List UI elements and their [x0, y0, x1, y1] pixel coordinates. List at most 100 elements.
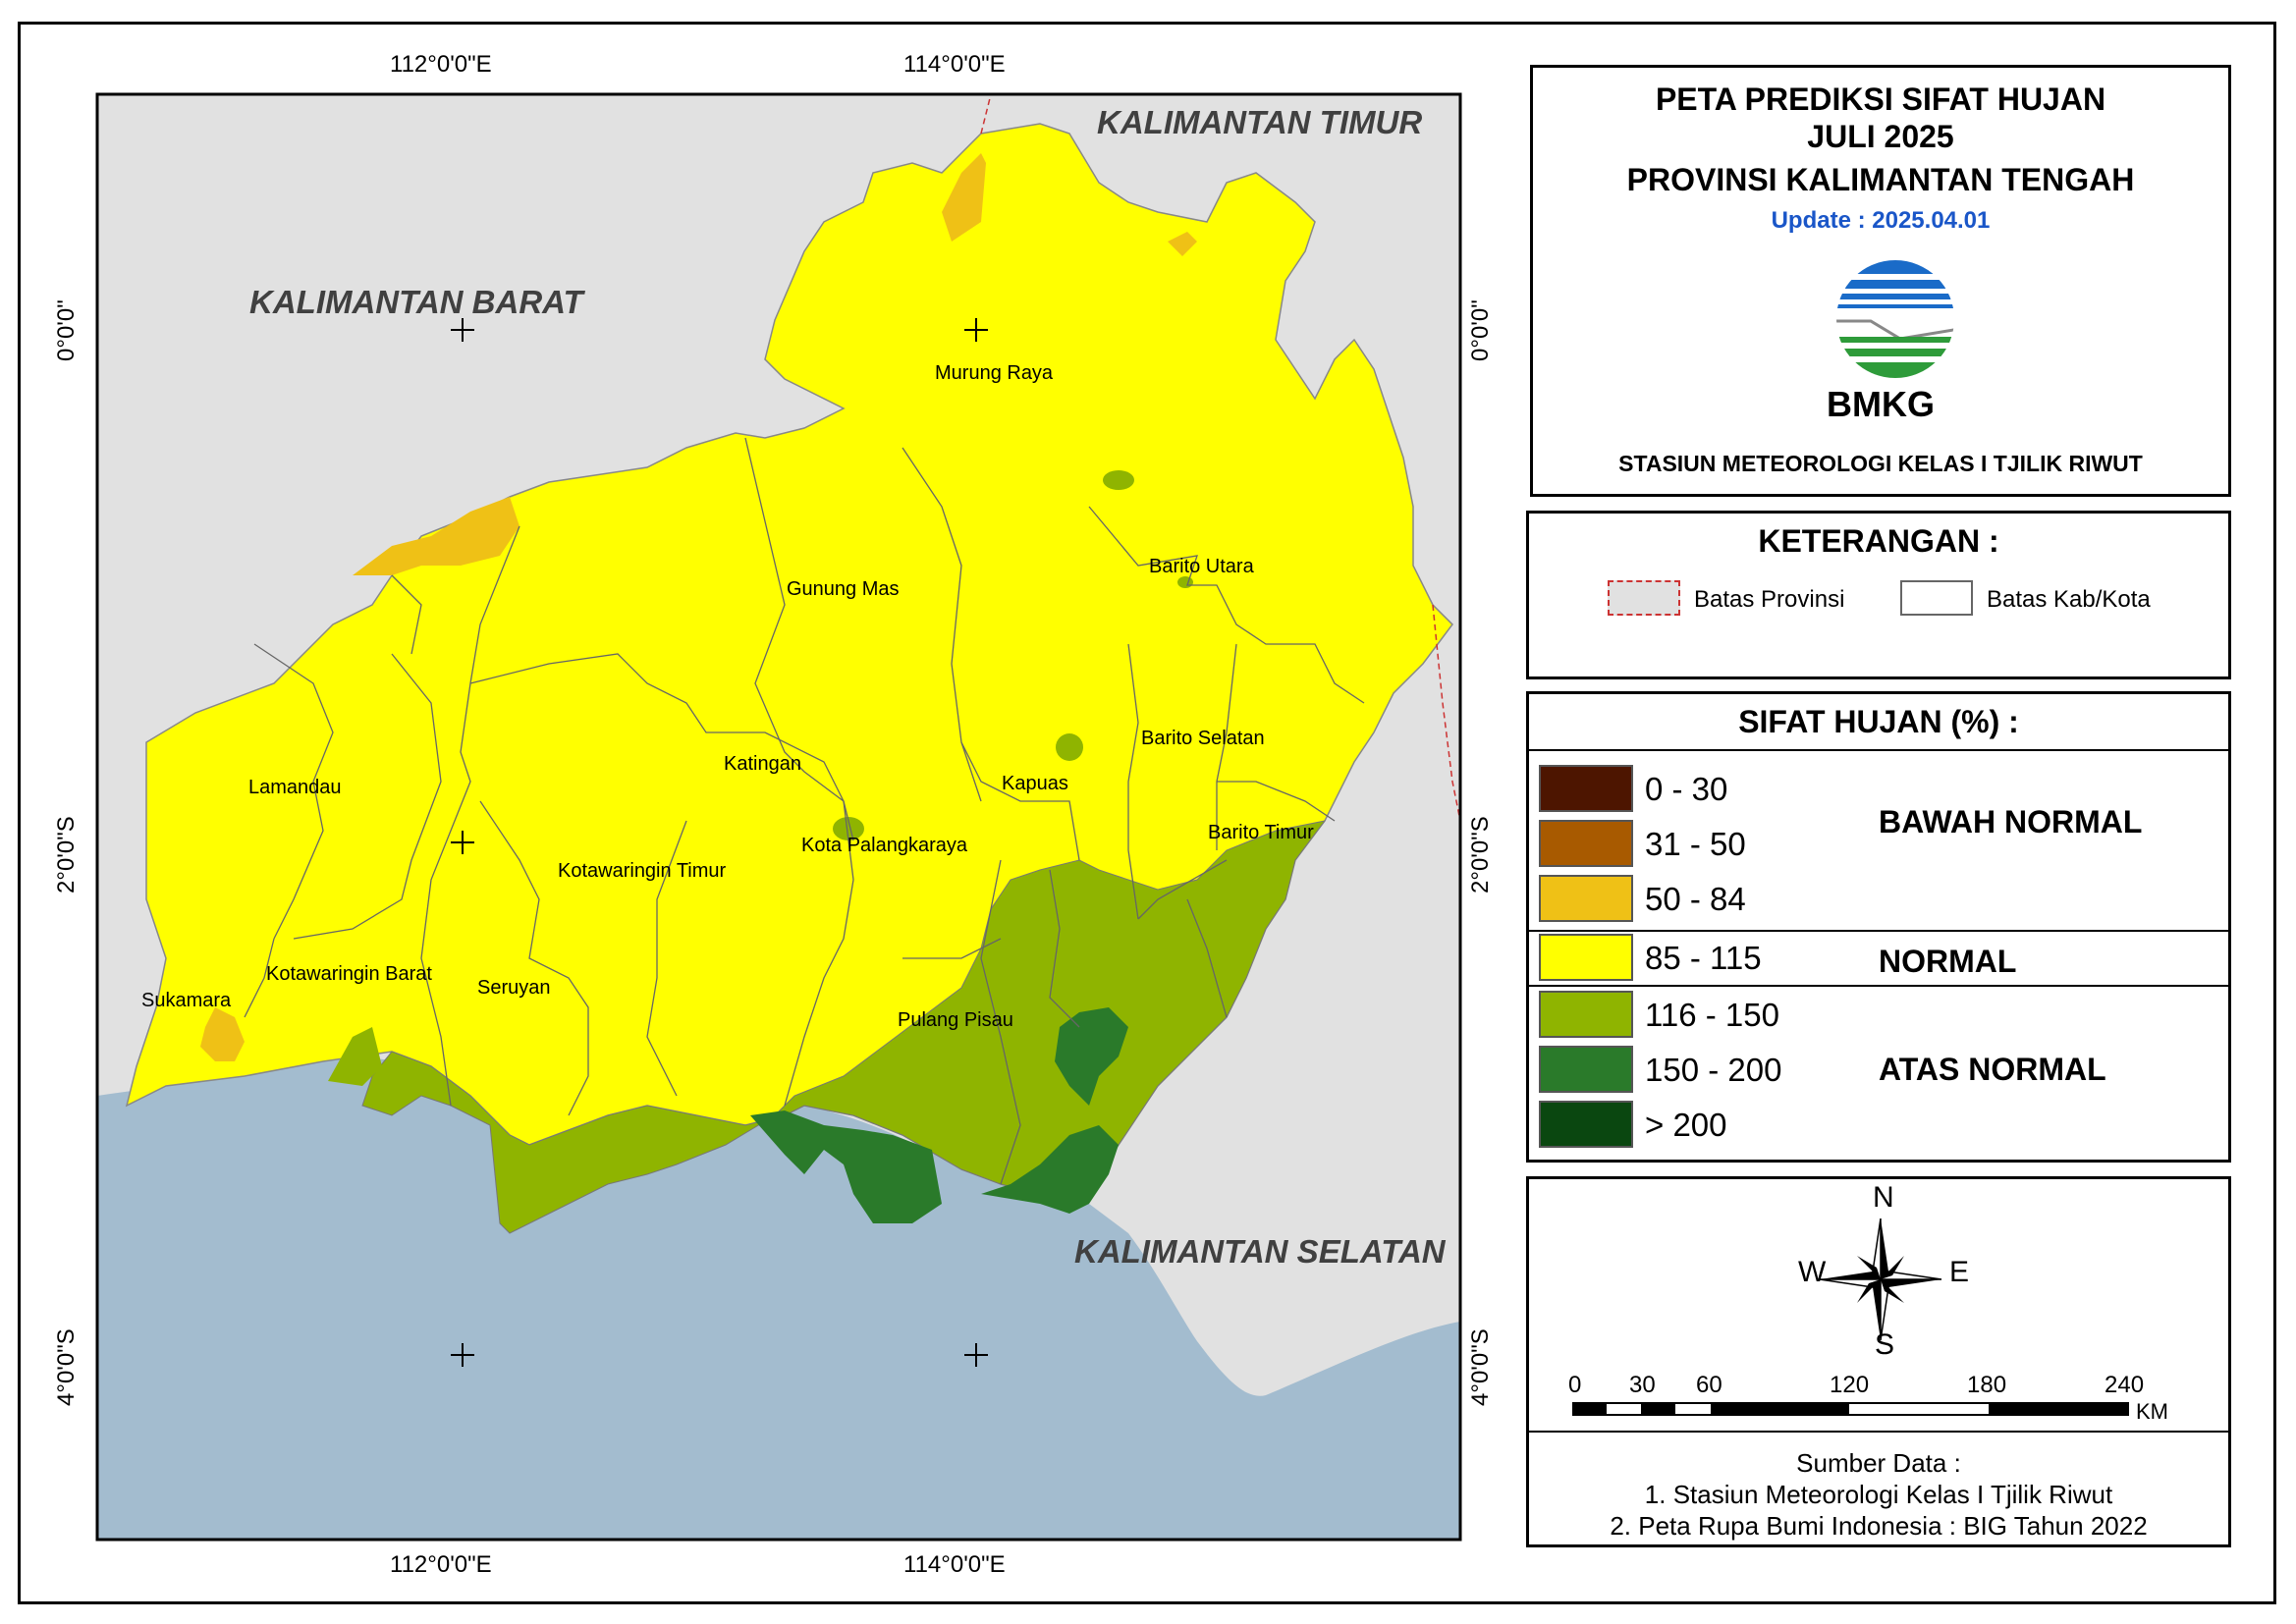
coord-right-2s: 2°0'0"S — [1467, 816, 1494, 893]
coord-right-4s: 4°0'0"S — [1467, 1328, 1494, 1406]
coord-bottom-112e: 112°0'0"E — [390, 1551, 492, 1578]
scale-tick-180: 180 — [1967, 1372, 2007, 1398]
zone-150-200-b — [981, 1125, 1119, 1214]
coord-left-4s: 4°0'0"S — [53, 1328, 80, 1406]
regency-boundaries — [244, 437, 1365, 1185]
legend-swatch-150-200 — [1539, 1046, 1633, 1093]
zone-116-150-west — [328, 1027, 382, 1086]
label-barito-utara: Barito Utara — [1149, 556, 1255, 577]
legend-divider-1 — [1529, 930, 2228, 932]
source-line-1: 1. Stasiun Meteorologi Kelas I Tjilik Ri… — [1644, 1480, 2113, 1509]
coord-left-0: 0°0'0" — [53, 299, 80, 361]
legend-divider-2 — [1529, 985, 2228, 987]
legend-label-200: > 200 — [1645, 1107, 1727, 1143]
info-divider — [1529, 1431, 2228, 1433]
category-bawah-normal: BAWAH NORMAL — [1879, 804, 2143, 839]
scale-unit: KM — [2136, 1399, 2168, 1424]
legend-divider-top — [1529, 749, 2228, 751]
legend-swatch-0-30 — [1539, 765, 1633, 812]
zone-150-200-a — [750, 1110, 942, 1223]
keterangan-panel: KETERANGAN : Batas Provinsi Batas Kab/Ko… — [1526, 511, 2231, 679]
legend-label-31-50: 31 - 50 — [1645, 826, 1746, 862]
label-gunung-mas: Gunung Mas — [787, 578, 900, 600]
label-barito-selatan: Barito Selatan — [1141, 728, 1265, 749]
coord-bottom-114e: 114°0'0"E — [903, 1551, 1006, 1578]
legend-swatch-50-84 — [1539, 875, 1633, 922]
legend-label-116-150: 116 - 150 — [1645, 997, 1779, 1033]
label-kaltim: KALIMANTAN TIMUR — [1097, 104, 1422, 140]
legend-swatch-200 — [1539, 1101, 1633, 1148]
label-kotawaringin-barat: Kotawaringin Barat — [266, 963, 432, 985]
scale-tick-240: 240 — [2105, 1372, 2145, 1398]
north-arrow-icon — [1819, 1218, 1942, 1341]
batas-provinsi-label: Batas Provinsi — [1694, 586, 1845, 613]
label-sukamara: Sukamara — [141, 990, 232, 1011]
spot-green-3 — [833, 817, 864, 840]
map-frame — [18, 22, 2276, 1604]
compass-s: S — [1875, 1328, 1895, 1361]
coord-top-114e: 114°0'0"E — [903, 51, 1006, 78]
zone-50-84-west — [353, 497, 519, 575]
province-border — [980, 93, 1461, 822]
legend-label-50-84: 50 - 84 — [1645, 881, 1746, 917]
update-date: Update : 2025.04.01 — [1771, 207, 1991, 234]
grid-crosses — [451, 318, 988, 1367]
category-normal: NORMAL — [1879, 944, 2017, 979]
info-panel: N S E W 0 30 60 120 180 240 KM Sumber Da… — [1526, 1176, 2231, 1547]
legend-title: SIFAT HUJAN (%) : — [1738, 704, 2019, 739]
scale-tick-60: 60 — [1696, 1372, 1722, 1398]
coord-top-112e: 112°0'0"E — [390, 51, 492, 78]
label-kalsel: KALIMANTAN SELATAN — [1074, 1233, 1447, 1270]
zone-50-84-north — [942, 153, 986, 242]
title-line-1: PETA PREDIKSI SIFAT HUJAN — [1655, 81, 2106, 117]
legend-swatch-116-150 — [1539, 991, 1633, 1038]
bmkg-logo-icon — [1836, 260, 1954, 378]
batas-provinsi-swatch — [1608, 580, 1680, 616]
bmkg-logo-text: BMKG — [1827, 384, 1935, 424]
title-panel: PETA PREDIKSI SIFAT HUJAN JULI 2025 PROV… — [1530, 65, 2231, 497]
map-border — [95, 92, 1462, 1542]
coord-left-2s: 2°0'0"S — [53, 816, 80, 893]
sea-area — [97, 1057, 1460, 1540]
spot-green-2 — [1056, 733, 1083, 761]
compass-n: N — [1873, 1181, 1894, 1214]
label-barito-timur: Barito Timur — [1208, 822, 1314, 843]
compass-e: E — [1949, 1256, 1970, 1288]
label-lamandau: Lamandau — [248, 777, 342, 798]
compass-w: W — [1798, 1256, 1827, 1288]
legend-swatch-85-115 — [1539, 934, 1633, 981]
keterangan-title: KETERANGAN : — [1758, 523, 1999, 559]
source-line-2: 2. Peta Rupa Bumi Indonesia : BIG Tahun … — [1610, 1511, 2148, 1541]
station-name: STASIUN METEOROLOGI KELAS I TJILIK RIWUT — [1618, 451, 2143, 476]
legend-label-85-115: 85 - 115 — [1645, 940, 1762, 976]
spot-green-1 — [1103, 470, 1134, 490]
label-katingan: Katingan — [724, 753, 801, 775]
legend-swatch-31-50 — [1539, 820, 1633, 867]
label-kota-palangkaraya: Kota Palangkaraya — [801, 835, 968, 856]
category-atas-normal: ATAS NORMAL — [1879, 1052, 2106, 1087]
spot-green-4 — [1177, 576, 1193, 588]
coord-right-0: 0°0'0" — [1467, 299, 1494, 361]
legend-label-0-30: 0 - 30 — [1645, 771, 1728, 807]
map-area[interactable]: KALIMANTAN TIMUR KALIMANTAN BARAT KALIMA… — [95, 92, 1462, 1542]
label-kotawaringin-timur: Kotawaringin Timur — [558, 860, 727, 882]
batas-kab-swatch — [1900, 580, 1973, 616]
legend-label-150-200: 150 - 200 — [1645, 1052, 1782, 1088]
label-kapuas: Kapuas — [1002, 773, 1068, 794]
zone-50-84-sukamara — [200, 1007, 245, 1061]
label-seruyan: Seruyan — [477, 977, 551, 999]
map-svg: KALIMANTAN TIMUR KALIMANTAN BARAT KALIMA… — [95, 92, 1462, 1542]
legend-panel: SIFAT HUJAN (%) : 0 - 30 31 - 50 50 - 84… — [1526, 691, 2231, 1163]
source-heading: Sumber Data : — [1796, 1448, 1961, 1478]
title-line-2: JULI 2025 — [1807, 119, 1954, 154]
label-kalbar: KALIMANTAN BARAT — [249, 284, 586, 320]
scale-tick-30: 30 — [1629, 1372, 1656, 1398]
title-line-3: PROVINSI KALIMANTAN TENGAH — [1626, 162, 2135, 197]
zone-50-84-small — [1168, 232, 1197, 256]
scale-bar — [1572, 1402, 2129, 1416]
scale-tick-120: 120 — [1830, 1372, 1870, 1398]
zone-150-200-c — [1055, 1007, 1128, 1106]
label-murung-raya: Murung Raya — [935, 362, 1054, 384]
batas-kab-label: Batas Kab/Kota — [1987, 586, 2151, 613]
scale-tick-0: 0 — [1568, 1372, 1582, 1398]
